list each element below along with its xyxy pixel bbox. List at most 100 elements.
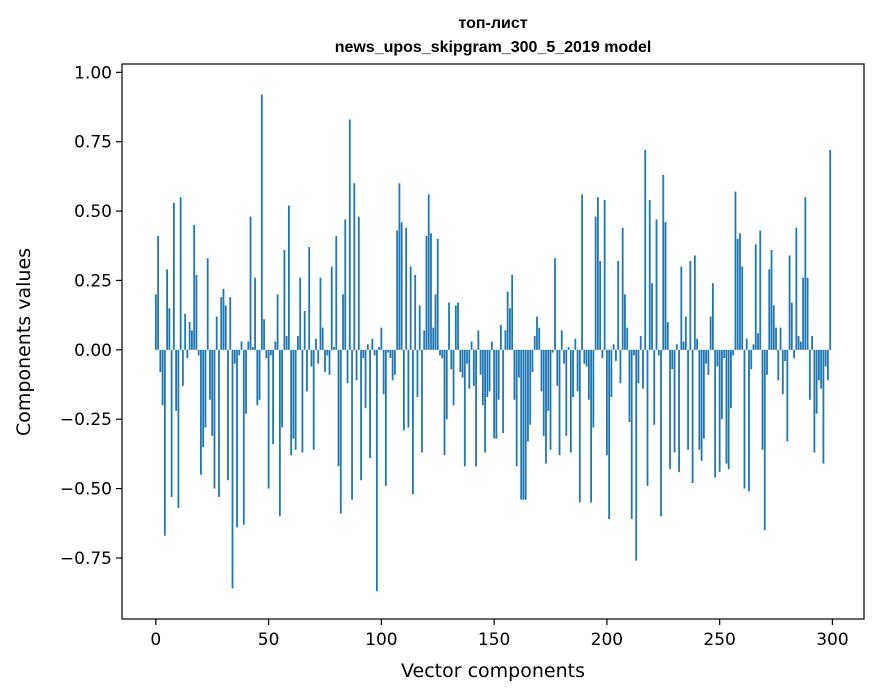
y-tick-label: 0.50 xyxy=(74,202,112,222)
bar-component-107 xyxy=(396,230,399,350)
bar-component-127 xyxy=(441,349,444,359)
y-tick-label: −0.25 xyxy=(60,410,112,430)
x-tick-label: 300 xyxy=(816,630,848,650)
bar-component-23 xyxy=(206,258,209,350)
x-tick-label: 150 xyxy=(478,630,510,650)
bar-component-282 xyxy=(790,302,793,350)
bar-component-131 xyxy=(450,349,453,370)
bar-component-187 xyxy=(576,349,579,392)
bar-component-194 xyxy=(592,349,595,428)
bar-series xyxy=(154,94,832,592)
bar-component-233 xyxy=(680,266,683,350)
bar-component-283 xyxy=(793,349,795,359)
bar-component-166 xyxy=(529,349,532,425)
bar-component-265 xyxy=(752,344,755,350)
bar-component-19 xyxy=(197,349,200,356)
bar-component-277 xyxy=(779,327,782,350)
bar-component-206 xyxy=(619,349,622,384)
y-axis-ticks: −0.75 −0.50 −0.25 0.00 0.25 0.50 0.75 1.00 xyxy=(60,63,122,569)
bar-component-106 xyxy=(393,349,396,375)
bar-component-275 xyxy=(775,327,777,350)
bar-component-88 xyxy=(353,183,356,350)
bar-component-4 xyxy=(163,349,166,536)
bar-component-223 xyxy=(657,349,660,356)
bar-component-101 xyxy=(382,349,385,395)
bar-component-256 xyxy=(732,349,735,356)
bar-component-214 xyxy=(637,349,640,384)
bar-component-6 xyxy=(168,308,171,350)
bar-component-50 xyxy=(267,349,270,489)
bar-component-37 xyxy=(238,349,241,356)
bar-component-197 xyxy=(599,261,602,350)
bar-component-0 xyxy=(154,294,157,350)
bar-component-274 xyxy=(772,305,775,350)
bar-component-136 xyxy=(461,349,464,378)
bar-component-134 xyxy=(457,302,459,350)
bar-component-205 xyxy=(617,261,620,350)
bar-component-114 xyxy=(412,349,414,495)
bar-component-123 xyxy=(432,327,435,350)
bar-component-144 xyxy=(479,349,482,375)
bar-component-151 xyxy=(495,349,498,439)
bar-component-294 xyxy=(817,349,820,381)
bar-component-182 xyxy=(565,349,568,436)
bar-component-169 xyxy=(536,316,538,350)
bar-component-235 xyxy=(684,316,687,350)
bar-component-168 xyxy=(533,335,536,350)
bar-component-48 xyxy=(263,319,265,350)
bar-component-103 xyxy=(387,349,390,353)
bar-component-44 xyxy=(254,277,256,350)
bar-component-258 xyxy=(736,238,739,350)
bar-component-18 xyxy=(195,274,198,350)
bar-component-92 xyxy=(362,349,365,359)
bar-component-84 xyxy=(344,219,347,350)
bar-component-267 xyxy=(757,333,759,350)
y-axis-label: Components values xyxy=(13,248,35,436)
bar-component-34 xyxy=(231,349,234,589)
bar-component-120 xyxy=(425,236,428,350)
y-tick-label: −0.75 xyxy=(60,549,112,569)
bar-component-72 xyxy=(317,349,320,364)
bar-component-195 xyxy=(594,216,597,350)
bar-component-288 xyxy=(804,197,807,350)
bar-component-81 xyxy=(337,349,340,467)
bar-component-58 xyxy=(285,335,288,350)
bar-component-28 xyxy=(218,349,220,497)
bar-component-54 xyxy=(276,294,279,350)
bar-component-287 xyxy=(802,277,804,350)
bar-component-207 xyxy=(621,227,624,350)
bar-component-29 xyxy=(220,297,223,350)
bar-component-22 xyxy=(204,349,207,428)
bar-component-210 xyxy=(628,349,631,422)
bar-component-295 xyxy=(820,349,823,389)
bar-component-280 xyxy=(786,349,789,442)
bar-component-198 xyxy=(601,349,604,359)
bar-component-142 xyxy=(475,349,477,467)
bar-component-53 xyxy=(274,341,277,350)
bar-component-165 xyxy=(527,349,529,442)
bar-component-219 xyxy=(648,199,651,350)
bar-component-248 xyxy=(714,349,717,478)
bar-component-181 xyxy=(563,349,565,364)
bar-component-183 xyxy=(567,347,570,350)
x-tick-label: 0 xyxy=(150,630,161,650)
bar-component-238 xyxy=(691,349,694,484)
bar-component-208 xyxy=(624,294,626,350)
bar-component-160 xyxy=(515,349,518,467)
bar-component-25 xyxy=(211,349,214,436)
bar-component-150 xyxy=(493,349,496,439)
bar-component-218 xyxy=(646,349,649,486)
bar-component-164 xyxy=(524,349,527,500)
bar-component-85 xyxy=(346,349,349,384)
bar-component-91 xyxy=(360,349,362,481)
bar-component-239 xyxy=(693,255,696,350)
bar-component-119 xyxy=(423,330,426,350)
bar-component-241 xyxy=(698,349,701,450)
bar-component-263 xyxy=(748,349,750,492)
bar-component-252 xyxy=(723,349,726,359)
bar-component-262 xyxy=(745,338,748,350)
bar-component-188 xyxy=(578,349,581,503)
bar-component-276 xyxy=(777,349,780,381)
bar-component-196 xyxy=(596,197,599,350)
bar-component-108 xyxy=(398,183,401,350)
